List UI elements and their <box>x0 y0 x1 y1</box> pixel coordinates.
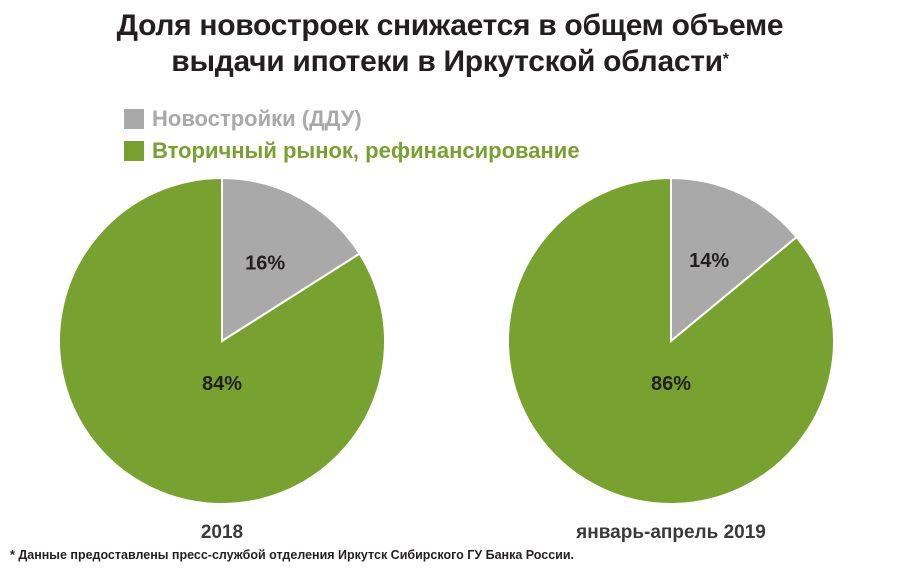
chart-title: Доля новостроек снижается в общем объеме… <box>0 8 900 80</box>
footnote: * Данные предоставлены пресс-службой отд… <box>10 548 574 562</box>
title-line-1: Доля новостроек снижается в общем объеме <box>116 9 784 42</box>
legend: Новостройки (ДДУ) Вторичный рынок, рефин… <box>124 104 580 168</box>
legend-swatch-secondary <box>124 141 144 161</box>
pie-label-secondary-2019: 86% <box>651 373 691 395</box>
pie-label-secondary-2018: 84% <box>202 373 242 395</box>
pie-caption-2018: 2018 <box>200 522 244 543</box>
legend-label-secondary: Вторичный рынок, рефинансирование <box>152 138 580 163</box>
pie-slice-new-buildings-2019 <box>670 176 799 344</box>
legend-item-new-buildings: Новостройки (ДДУ) <box>124 104 580 134</box>
pie-label-new-buildings-2018: 16% <box>245 252 285 274</box>
pie-slice-secondary-2018 <box>58 176 386 505</box>
pie-label-new-buildings-2019: 14% <box>689 250 729 272</box>
pie-slice-secondary-2019 <box>507 176 835 505</box>
pie-caption-2019: январь-апрель 2019 <box>576 522 766 543</box>
pie-slice-new-buildings-2018 <box>221 176 362 343</box>
title-line-2-text: выдачи ипотеки в Иркутской области <box>171 45 723 78</box>
legend-item-secondary: Вторичный рынок, рефинансирование <box>124 136 580 166</box>
title-line-2: выдачи ипотеки в Иркутской области* <box>0 44 900 80</box>
legend-swatch-new-buildings <box>124 109 144 129</box>
title-footnote-mark: * <box>722 51 729 68</box>
legend-label-new-buildings: Новостройки (ДДУ) <box>152 106 362 131</box>
